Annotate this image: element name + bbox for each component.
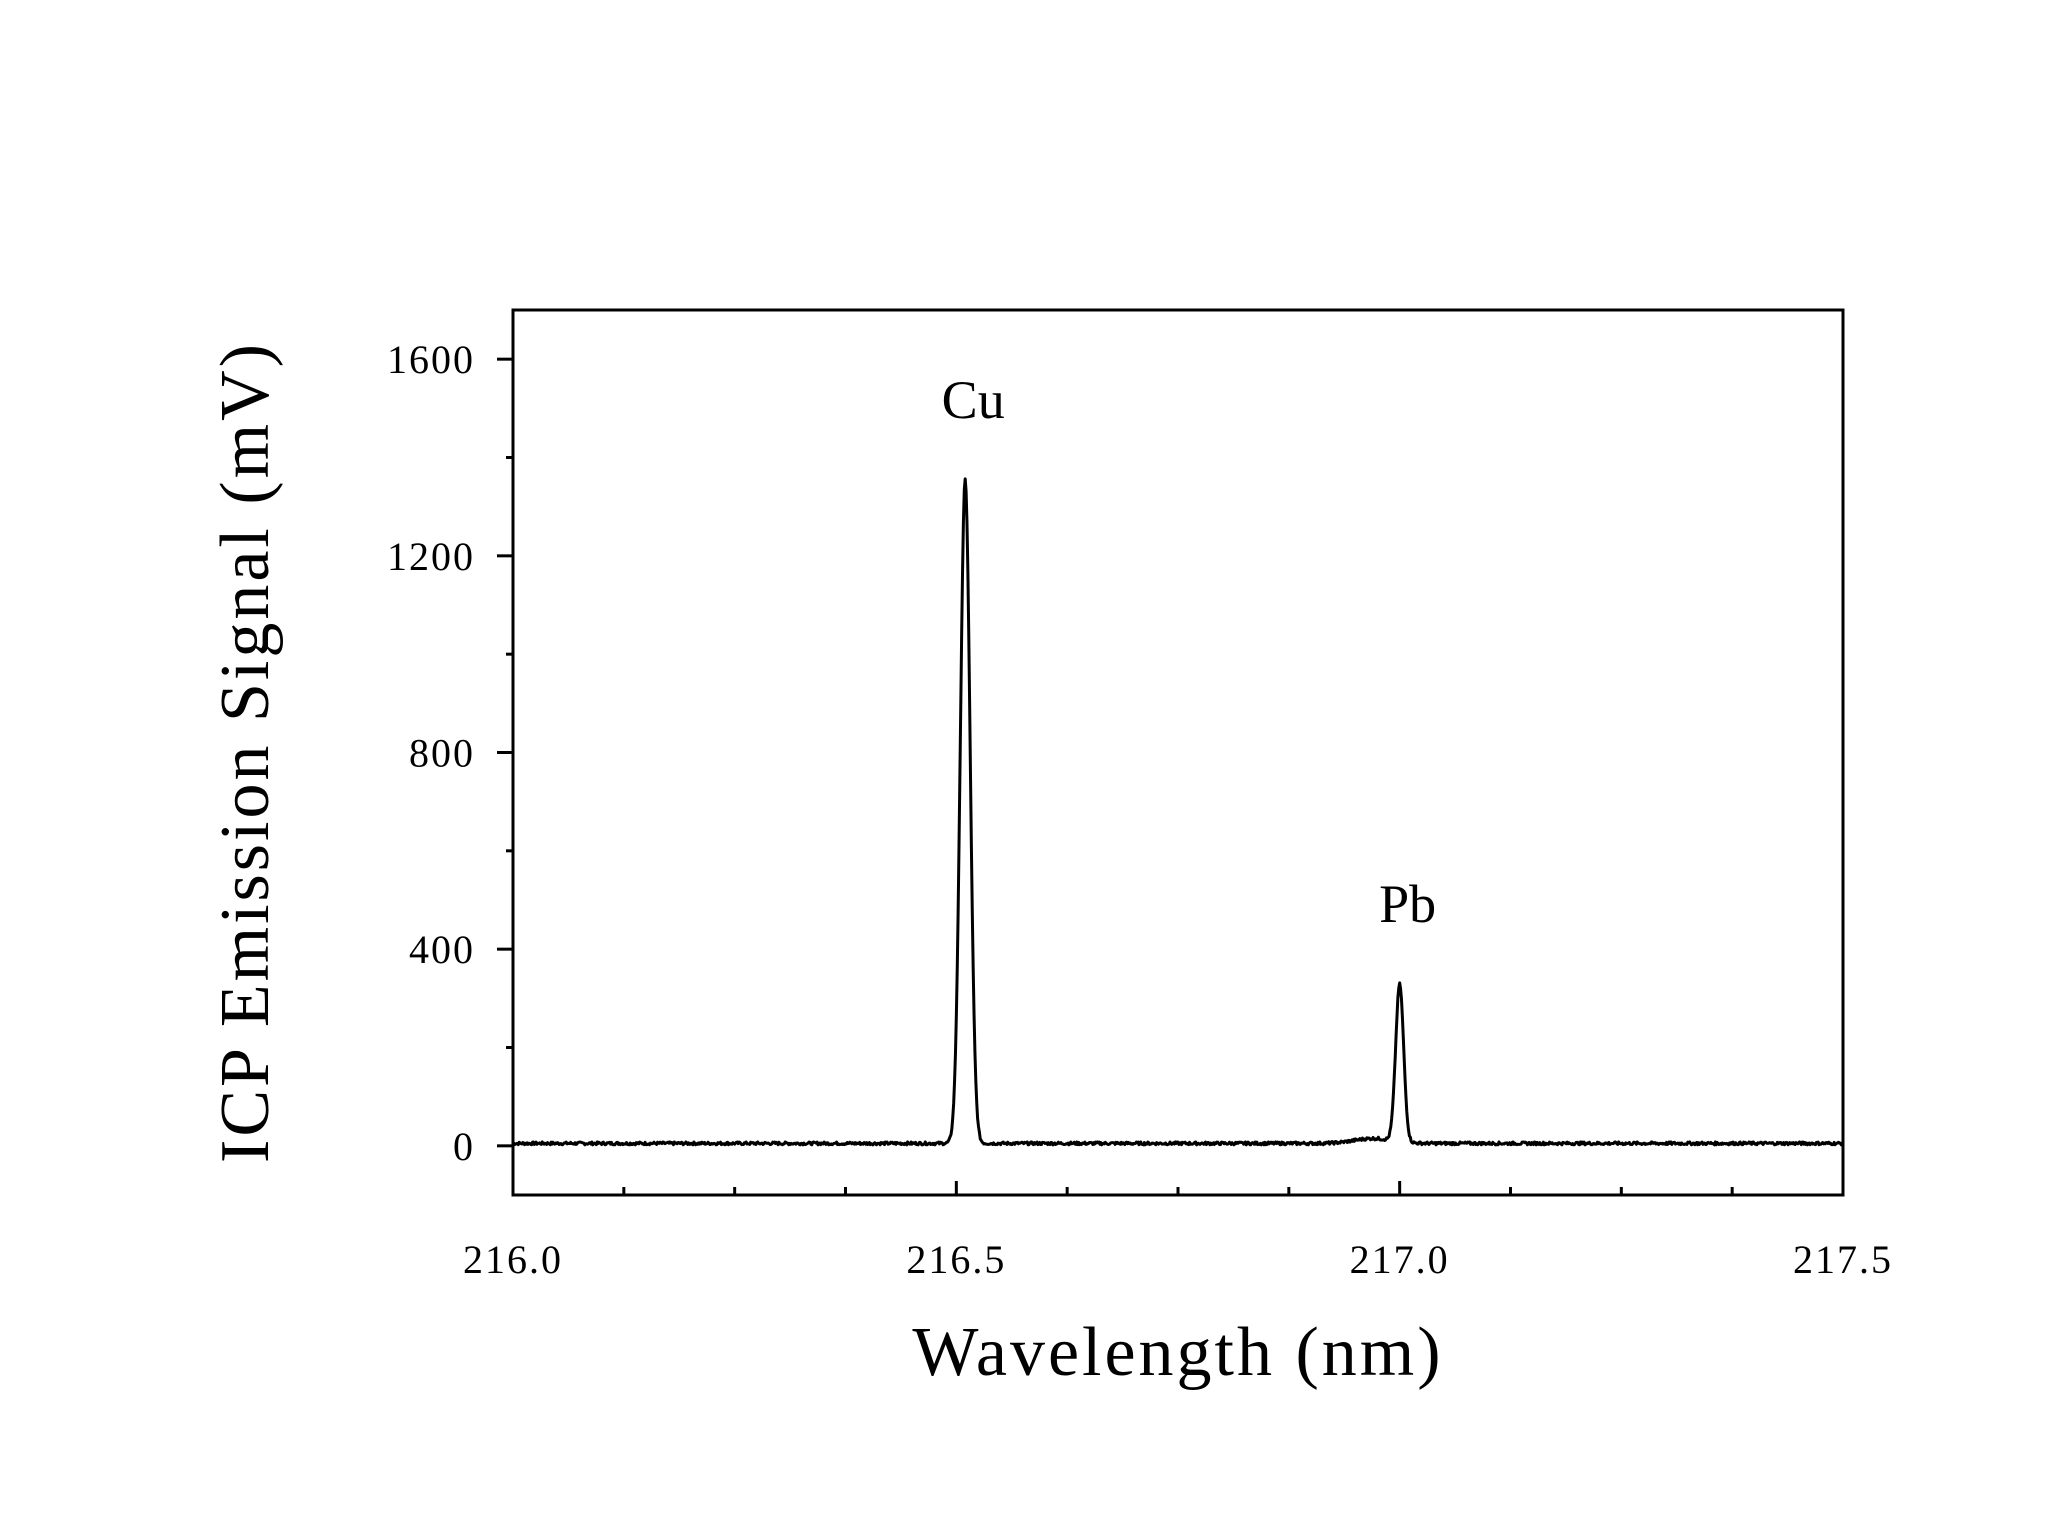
x-axis-tick-labels: 216.0 216.5 217.0 217.5 (463, 1237, 1893, 1282)
x-tick-label: 216.5 (906, 1237, 1006, 1282)
y-axis-tick-labels: 0 400 800 1200 1600 (387, 337, 475, 1169)
x-axis-ticks (511, 1181, 1845, 1195)
x-tick-label: 216.0 (463, 1237, 563, 1282)
peak-label-pb: Pb (1379, 874, 1436, 934)
peak-annotations: Cu Pb (942, 370, 1437, 934)
peak-label-cu: Cu (942, 370, 1005, 430)
y-axis-title: ICP Emission Signal (mV) (207, 341, 284, 1163)
emission-spectrum-line (512, 477, 1845, 1147)
y-tick-label: 400 (409, 927, 475, 972)
y-tick-label: 800 (409, 731, 475, 776)
x-axis-title: Wavelength (nm) (912, 1314, 1443, 1391)
x-tick-label: 217.5 (1793, 1237, 1893, 1282)
plot-frame (511, 308, 1845, 1197)
x-tick-label: 217.0 (1350, 1237, 1450, 1282)
y-tick-label: 0 (453, 1124, 475, 1169)
y-axis-ticks (497, 357, 513, 1148)
y-tick-label: 1600 (387, 337, 475, 382)
y-tick-label: 1200 (387, 534, 475, 579)
